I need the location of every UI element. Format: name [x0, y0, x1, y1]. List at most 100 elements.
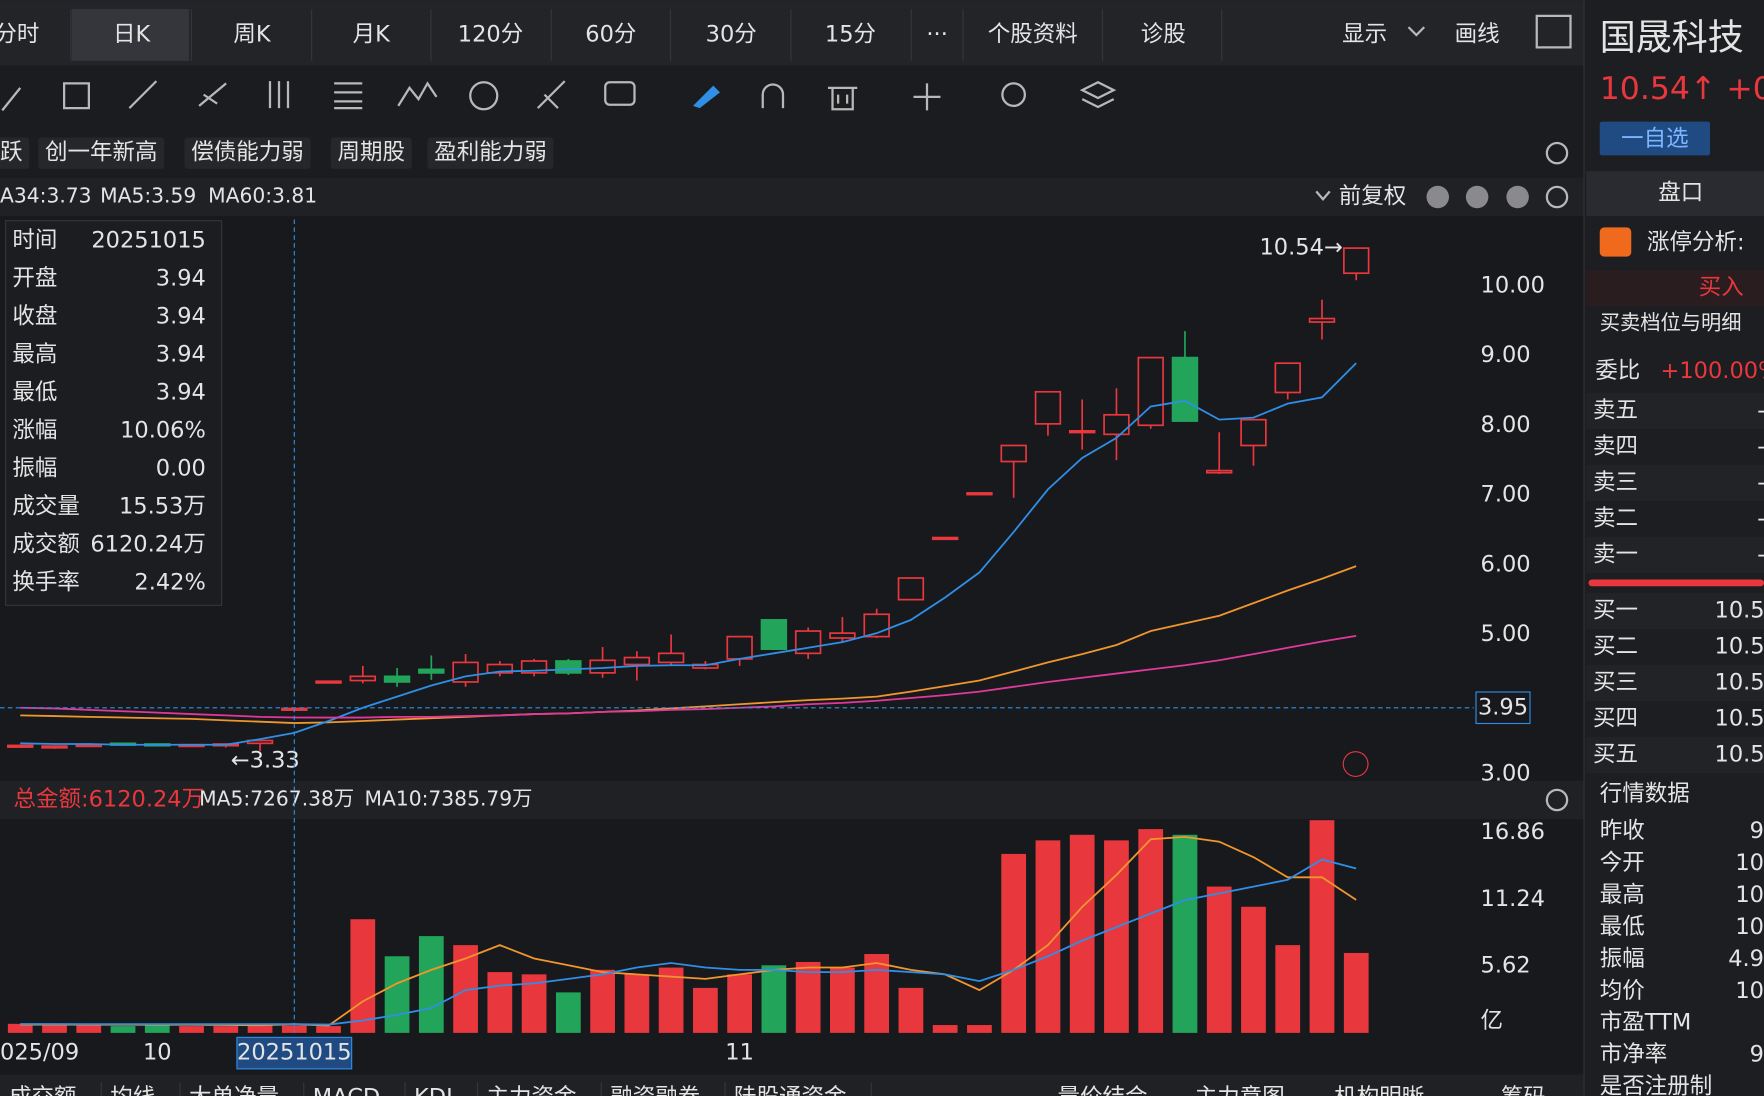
tool-icon[interactable]: [397, 81, 438, 107]
display-button[interactable]: 显示: [1342, 22, 1387, 48]
volume-bar: [830, 967, 855, 1033]
ma-line: [20, 634, 1357, 719]
bid-value: 10.5: [1715, 706, 1764, 732]
tab[interactable]: 分时: [0, 22, 39, 48]
bottom-bar: [0, 1074, 1584, 1096]
bottom-tab[interactable]: 机构明晰: [1334, 1085, 1424, 1096]
tool-icon[interactable]: [198, 82, 227, 107]
minimize-icon[interactable]: [1506, 185, 1529, 209]
tag[interactable]: 偿债能力弱: [191, 140, 304, 166]
tab[interactable]: 月K: [353, 22, 392, 48]
zoom-out-icon[interactable]: [1426, 185, 1450, 209]
tool-icon[interactable]: [1, 87, 22, 112]
watch-button[interactable]: 一自选: [1621, 126, 1689, 152]
top-bar: [0, 0, 1584, 66]
bottom-tab[interactable]: 陆股通资金: [734, 1085, 847, 1096]
tool-icon[interactable]: [913, 83, 941, 111]
bottom-tab[interactable]: KDJ: [414, 1085, 453, 1096]
market-label: 振幅: [1600, 946, 1645, 972]
tab[interactable]: 15分: [825, 22, 876, 48]
volume-bar: [7, 1023, 33, 1033]
volume-bar: [281, 1025, 307, 1033]
tool-icon[interactable]: [604, 81, 636, 106]
dropdown-icon[interactable]: [1315, 190, 1331, 201]
info-label: 成交量: [12, 494, 80, 520]
bottom-tab[interactable]: MACD: [313, 1085, 380, 1096]
ask-value: -: [1757, 505, 1764, 531]
row-bg: [1586, 464, 1764, 501]
tool-icon[interactable]: [128, 80, 158, 109]
tab[interactable]: 周K: [233, 22, 272, 48]
candle-body: [1206, 469, 1233, 474]
tool-icon[interactable]: [536, 80, 566, 109]
dropdown-icon[interactable]: [1407, 26, 1426, 37]
tool-icon[interactable]: [268, 81, 290, 109]
volume-bar: [110, 1026, 136, 1033]
candle-body: [452, 661, 479, 683]
watch-button-bg[interactable]: [1599, 121, 1710, 156]
tool-icon[interactable]: [828, 86, 858, 111]
tool-icon[interactable]: [761, 83, 785, 109]
tag[interactable]: 跃: [0, 140, 23, 166]
candle-body: [1171, 356, 1199, 422]
candle-body: [418, 668, 445, 674]
bottom-tab[interactable]: 量价结合: [1058, 1085, 1148, 1096]
ma-legend: MA5:7267.38万: [199, 787, 354, 811]
buy-button-bg[interactable]: [1586, 270, 1764, 307]
tab[interactable]: 30分: [706, 22, 757, 48]
tag[interactable]: 周期股: [338, 140, 406, 166]
info-label: 最高: [12, 341, 57, 367]
layout-icon[interactable]: [1535, 14, 1572, 49]
panel-tab-bg[interactable]: [1586, 171, 1764, 217]
bid-value: 10.5: [1715, 598, 1764, 624]
adjust-label[interactable]: 前复权: [1339, 184, 1407, 210]
candle-body: [383, 675, 411, 683]
bottom-tab[interactable]: 主力意图: [1195, 1085, 1285, 1096]
ask-value: -: [1757, 469, 1764, 495]
row-bg: [1586, 665, 1764, 701]
y-tick-label: 7.00: [1481, 482, 1531, 508]
candle-body: [1034, 390, 1062, 425]
tool-icon[interactable]: [693, 85, 720, 109]
bottom-tab[interactable]: 融资融券: [610, 1085, 700, 1096]
tool-icon[interactable]: [1079, 80, 1117, 109]
limit-analysis[interactable]: 涨停分析:: [1647, 230, 1745, 256]
draw-button[interactable]: 画线: [1455, 22, 1500, 48]
bid-value: 10.5: [1715, 742, 1764, 768]
volume-bar: [418, 936, 444, 1033]
info-value: 15.53万: [119, 494, 206, 520]
bottom-tab[interactable]: 筹码: [1501, 1085, 1546, 1096]
tag-bg: [0, 137, 30, 169]
candle-body: [794, 630, 822, 655]
market-label: 市净率: [1600, 1042, 1668, 1068]
crosshair-box: [1475, 691, 1531, 725]
settings-icon[interactable]: [1545, 185, 1569, 209]
settings-icon[interactable]: [1545, 788, 1569, 812]
volume-bar: [179, 1026, 204, 1033]
tab[interactable]: ···: [926, 22, 947, 48]
panel-tab[interactable]: 盘口: [1658, 180, 1703, 206]
tab[interactable]: 120分: [458, 22, 523, 48]
volume-bar: [1001, 853, 1027, 1033]
tag[interactable]: 盈利能力弱: [434, 140, 547, 166]
tab[interactable]: 日K: [113, 22, 152, 48]
tab[interactable]: 个股资料: [988, 22, 1078, 48]
drawing-tools[interactable]: [1, 80, 1117, 112]
bottom-tab[interactable]: 成交额: [9, 1085, 77, 1096]
settings-icon[interactable]: [1545, 141, 1569, 165]
bottom-tab[interactable]: 大单净量: [189, 1085, 279, 1096]
tab[interactable]: 60分: [585, 22, 636, 48]
tool-icon[interactable]: [469, 81, 499, 111]
tool-icon[interactable]: [63, 82, 90, 110]
buy-button[interactable]: 买入: [1699, 275, 1744, 301]
bottom-tab[interactable]: 均线: [110, 1085, 155, 1096]
tool-icon[interactable]: [334, 82, 363, 110]
volume-bar: [555, 992, 581, 1033]
tool-icon[interactable]: [1001, 82, 1026, 107]
y-tick-label: 6.00: [1481, 551, 1531, 577]
ratio-bar: [1588, 579, 1764, 587]
tab[interactable]: 诊股: [1141, 22, 1186, 48]
zoom-in-icon[interactable]: [1465, 185, 1489, 209]
bottom-tab[interactable]: 主力资金: [486, 1085, 576, 1096]
tag[interactable]: 创一年新高: [45, 140, 158, 166]
